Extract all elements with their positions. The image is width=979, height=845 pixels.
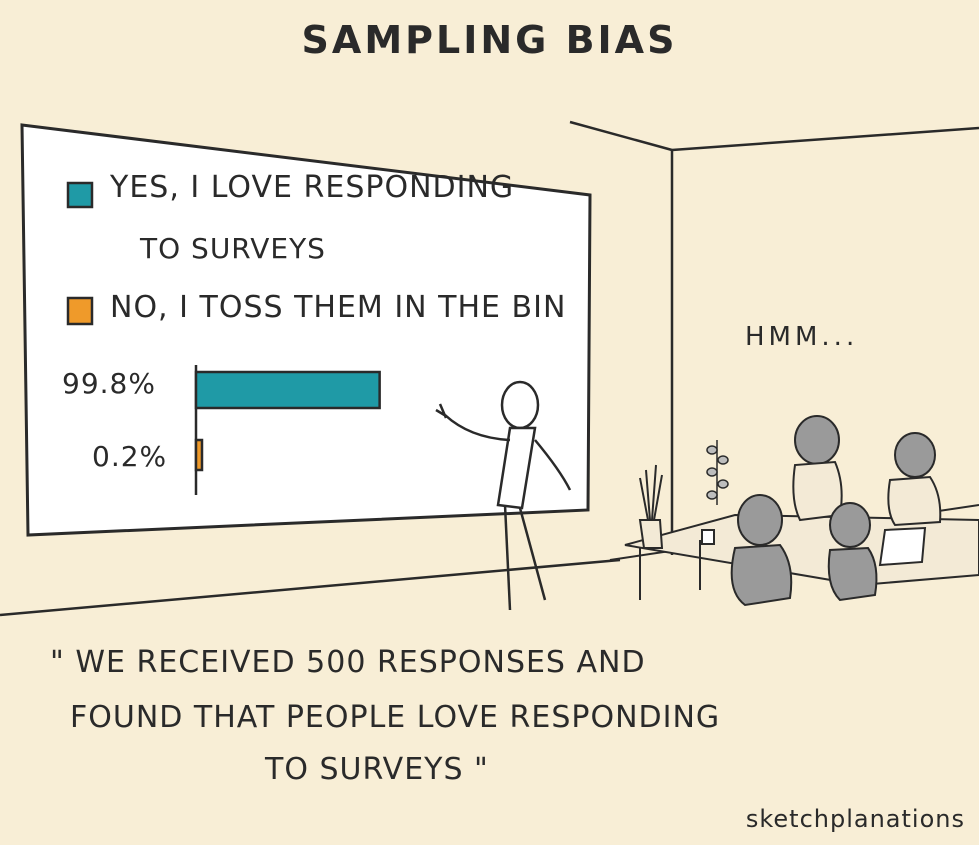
cup-icon <box>701 529 715 545</box>
bar-group <box>194 370 381 472</box>
audience-head-2 <box>894 432 936 478</box>
laptop-icon <box>878 526 927 567</box>
meeting-table <box>624 513 979 587</box>
presenter-leg-right <box>518 507 547 601</box>
bar-no <box>194 438 204 472</box>
presenter-body <box>496 426 537 510</box>
legend-label-yes-line1: YES, I LOVE RESPONDING <box>110 170 515 205</box>
presenter-arm-pointing <box>444 414 511 442</box>
table-leg <box>639 540 701 600</box>
audience-head-4 <box>829 502 871 548</box>
quote-line-2: FOUND THAT PEOPLE LOVE RESPONDING <box>70 700 721 735</box>
bar-value-label-no: 0.2% <box>92 440 168 473</box>
audience-speech: HMM... <box>745 322 859 352</box>
ceiling-line-right <box>671 126 979 152</box>
quote-line-1: " WE RECEIVED 500 RESPONSES AND <box>50 645 646 680</box>
presenter-leg-left <box>503 504 512 611</box>
audience-body-2 <box>887 475 942 527</box>
credit-signature: sketchplanations <box>745 805 965 833</box>
quote-line-3: TO SURVEYS " <box>265 752 489 787</box>
bar-value-label-yes: 99.8% <box>62 367 156 400</box>
presenter-arm-down <box>534 439 572 491</box>
presenter-figure <box>435 380 572 611</box>
legend-label-yes-line2: TO SURVEYS <box>140 232 326 265</box>
floor-line <box>0 558 621 617</box>
plant-left <box>638 464 664 549</box>
audience-body-3 <box>730 543 793 607</box>
legend-swatch-no <box>66 296 94 326</box>
presenter-head <box>500 380 540 430</box>
legend-label-no: NO, I TOSS THEM IN THE BIN <box>110 290 567 325</box>
bar-yes <box>194 370 381 410</box>
plant-right <box>706 440 729 505</box>
presenter-hand <box>435 403 448 419</box>
audience-head-3 <box>737 494 783 546</box>
whiteboard <box>20 123 592 537</box>
audience <box>730 415 942 607</box>
legend-swatch-yes <box>66 181 94 209</box>
audience-head-1 <box>794 415 840 465</box>
comic-title: SAMPLING BIAS <box>301 18 678 62</box>
audience-body-4 <box>827 546 878 602</box>
ceiling-line-left <box>569 120 673 152</box>
